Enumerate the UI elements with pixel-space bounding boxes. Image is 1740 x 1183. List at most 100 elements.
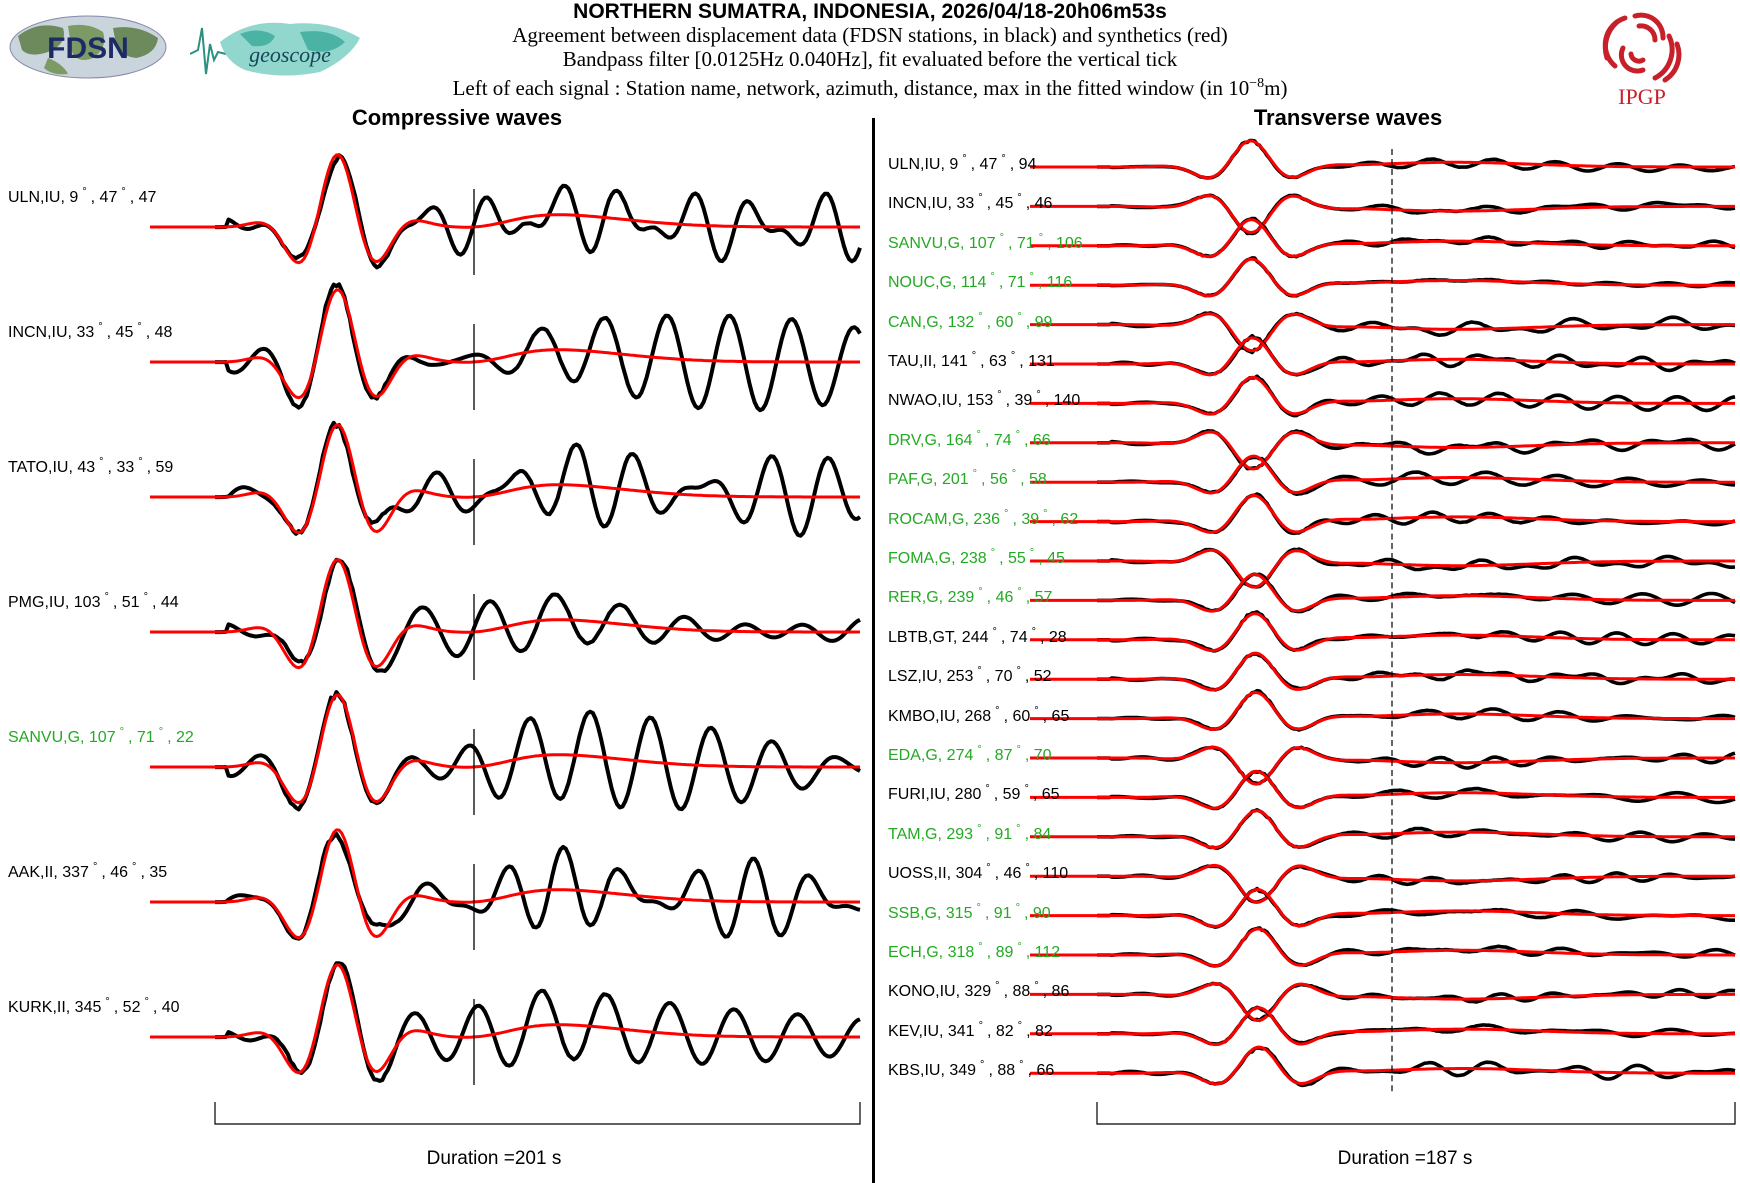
s-label-tau: TAU,II, 141 °, 63 °, 131 [888,347,1055,371]
degree-symbol: ° [990,547,996,559]
s-data-trace-16 [1097,769,1736,811]
s-synthetic-trace-20 [1097,927,1735,968]
s-synthetic-trace-12 [1097,612,1735,653]
transverse-duration-label: Duration =187 s [1337,1148,1473,1169]
degree-symbol: ° [978,1019,983,1032]
s-label-kbs: KBS,IU, 349 °, 88 °, 66 [888,1056,1054,1080]
s-data-trace-23 [1097,1046,1736,1088]
s-label-nouc: NOUC,G, 114 °, 71 °, 116 [888,268,1072,292]
station-label-name: TAU,II, 141 [888,353,968,370]
degree-symbol: ° [986,862,991,875]
compressive-panel-title: Compressive waves [351,105,563,130]
s-data-trace-22 [1097,1005,1736,1046]
p-synthetic-trace-1 [215,288,860,400]
degree-symbol: ° [980,1059,985,1072]
ipgp-logo-text: IPGP [1618,84,1666,108]
s-data-trace-10 [1097,547,1736,589]
station-label-max: , 22 [167,729,194,746]
station-label-distance: , 71 [128,729,155,746]
station-label-name: NWAO,IU, 153 [888,392,994,410]
s-label-nwao: NWAO,IU, 153 °, 39 °, 140 [888,386,1080,410]
station-label-distance: , 59 [993,786,1021,804]
degree-symbol: ° [1004,507,1009,520]
degree-symbol: ° [1015,428,1020,441]
s-synthetic-trace-5 [1097,336,1735,377]
s-label-ssb: SSB,G, 315 °, 91 °, 90 [888,899,1051,923]
s-data-trace-20 [1097,926,1736,968]
station-label-name: CAN,G, 132 [888,313,975,331]
s-data-trace-19 [1097,886,1735,929]
station-label-distance: , 46 [986,589,1014,607]
fdsn-logo-text: FDSN [47,32,129,65]
station-label-max: , 44 [151,594,179,611]
degree-symbol: ° [977,822,982,835]
station-label-distance: , 47 [90,189,118,206]
station-label-name: ULN,IU, 9 [888,156,959,173]
degree-symbol: ° [1034,980,1039,993]
station-label-distance: , 45 [986,195,1014,213]
s-synthetic-trace-21 [1097,982,1735,1022]
s-synthetic-trace-4 [1097,312,1735,353]
degree-symbol: ° [1043,507,1048,520]
s-duration-bracket [1096,1102,1736,1125]
degree-symbol: ° [1011,468,1017,481]
station-label-max: , 46 [1025,195,1053,213]
station-label-distance: , 91 [984,904,1012,922]
station-label-max: , 116 [1037,274,1073,292]
station-label-max: , 82 [1026,1022,1053,1040]
fdsn-logo: FDSN [9,15,167,79]
station-label-name: TATO,IU, 43 [8,459,96,476]
s-data-trace-17 [1097,808,1736,850]
subtitle-line-2: Bandpass filter [0.0125Hz 0.040Hz], fit … [562,47,1178,71]
degree-symbol: ° [92,861,98,873]
s-label-drv: DRV,G, 164 °, 74 °, 66 [888,426,1051,450]
s-synthetic-trace-15 [1097,745,1735,786]
s-synthetic-trace-7 [1097,430,1735,471]
station-label-distance: , 63 [980,353,1007,370]
degree-symbol: ° [1029,547,1035,559]
station-label-name: SANVU,G, 107 [8,729,116,746]
p-synthetic-trace-2 [215,423,860,535]
station-label-name: PMG,IU, 103 [8,594,101,611]
station-label-name: FOMA,G, 238 [888,550,987,567]
station-label-distance: , 70 [985,668,1013,686]
station-label-max: , 40 [152,999,180,1016]
degree-symbol: ° [962,153,967,165]
s-label-eda: EDA,G, 274 °, 87 °, 70 [888,741,1052,765]
station-label-max: , 28 [1040,628,1067,646]
station-label-max: , 112 [1025,944,1061,961]
station-label-distance: , 47 [970,156,998,173]
transverse-panel-title: Transverse waves [1253,105,1443,130]
degree-symbol: ° [99,456,104,468]
station-label-distance: , 60 [986,313,1014,331]
station-label-max: , 57 [1025,589,1053,607]
degree-symbol: ° [995,980,1000,993]
station-label-distance: , 45 [106,324,134,341]
degree-symbol: ° [98,321,103,333]
s-synthetic-trace-3 [1097,257,1735,298]
station-label-max: , 94 [1009,156,1037,173]
s-label-lsz: LSZ,IU, 253 °, 70 °, 52 [888,662,1052,686]
s-synthetic-trace-22 [1097,1006,1735,1047]
station-label-max: , 59 [146,459,174,476]
degree-symbol: ° [992,625,997,638]
s-data-trace-11 [1097,572,1736,614]
degree-symbol: ° [1025,862,1030,875]
degree-symbol: ° [105,996,110,1008]
degree-symbol: ° [976,428,981,441]
degree-symbol: ° [1001,153,1006,165]
s-synthetic-trace-13 [1097,651,1735,692]
p-data-trace-5 [215,831,861,941]
station-label-name: FURI,IU, 280 [888,786,982,804]
station-label-max: , 62 [1051,510,1079,528]
p-synthetic-trace-0 [215,153,860,265]
station-label-distance: , 89 [986,944,1014,961]
degree-symbol: ° [1031,625,1036,638]
s-synthetic-trace-10 [1097,548,1735,589]
degree-symbol: ° [1016,665,1021,678]
p-data-trace-4 [215,690,861,812]
subtitle-line-3: Left of each signal : Station name, netw… [452,76,1288,100]
s-synthetic-trace-14 [1097,691,1735,731]
p-data-trace-6 [215,961,861,1083]
p-data-trace-2 [215,420,862,538]
